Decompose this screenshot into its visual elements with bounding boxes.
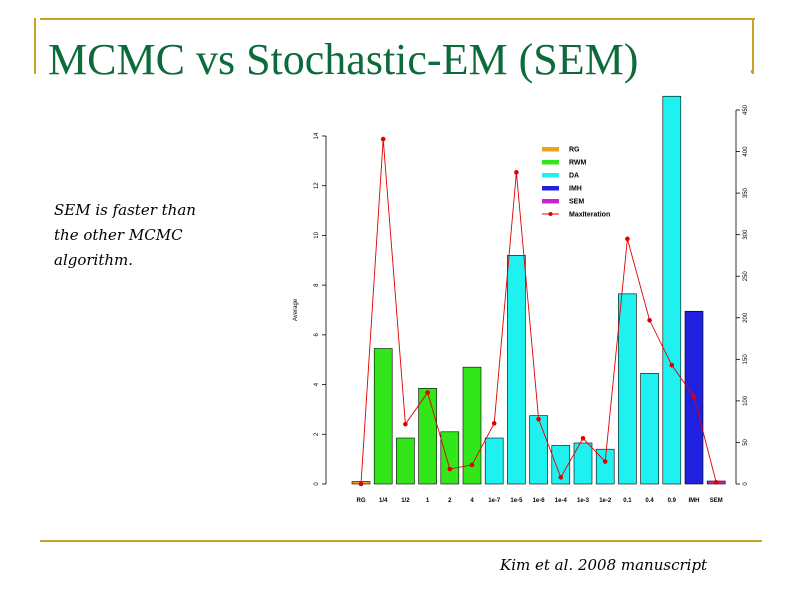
top-rule — [40, 18, 755, 20]
title-dot — [751, 70, 754, 73]
bar-4 — [462, 366, 482, 485]
title-left-bar — [34, 18, 36, 74]
y-tick-label: 14 — [314, 132, 320, 139]
slide-title: MCMC vs Stochastic-EM (SEM) — [48, 35, 639, 84]
y2-tick-label: 250 — [743, 271, 749, 282]
bar-1-4 — [373, 348, 393, 485]
y2-tick-label: 450 — [743, 104, 749, 115]
legend-swatch — [542, 186, 559, 191]
y-axis-label: Average — [293, 298, 299, 321]
line-point — [647, 317, 652, 323]
bar-1e-3 — [573, 442, 593, 485]
bar-0-4 — [640, 373, 659, 485]
x-tick-label: 1e-4 — [555, 498, 568, 504]
bar-2 — [440, 431, 460, 485]
legend-line-marker — [548, 212, 553, 216]
title-right-bar — [752, 18, 754, 74]
x-tick-label: 4 — [470, 498, 474, 504]
x-tick-label: 1e-7 — [488, 498, 501, 504]
y2-tick-label: 150 — [743, 354, 749, 365]
bar-0-1 — [618, 293, 637, 485]
legend-swatch — [542, 147, 559, 152]
y2-tick-label: 50 — [743, 438, 749, 445]
line-point — [669, 362, 675, 368]
bar-1e-6 — [529, 415, 548, 485]
x-tick-label: 1/4 — [379, 498, 388, 504]
x-tick-label: 1e-5 — [510, 498, 523, 504]
y2-tick-label: 350 — [743, 187, 749, 198]
x-tick-label: 1e-3 — [577, 498, 590, 504]
legend-label: SEM — [569, 199, 584, 206]
line-point — [514, 170, 519, 175]
y-tick-label: 8 — [314, 283, 320, 287]
bar-1e-4 — [551, 445, 571, 485]
bar-line-chart: 02468101214Average0501001502002503003504… — [293, 95, 749, 504]
x-tick-label: 1e-2 — [599, 498, 612, 504]
legend-label: IMH — [569, 186, 582, 193]
line-point — [358, 481, 364, 487]
line-point — [469, 462, 475, 468]
line-point — [713, 480, 719, 485]
legend-swatch — [542, 199, 559, 204]
line-point — [491, 421, 497, 426]
bar-1e-2 — [595, 448, 615, 485]
y2-tick-label: 200 — [743, 312, 749, 323]
line-point — [602, 459, 608, 464]
y2-tick-label: 300 — [743, 229, 749, 240]
citation: Kim et al. 2008 manuscript — [500, 556, 708, 574]
y-tick-label: 12 — [314, 182, 320, 189]
x-tick-label: 1 — [426, 498, 430, 504]
bar-1e-5 — [507, 255, 526, 485]
y-tick-label: 10 — [314, 231, 320, 238]
x-tick-label: 0.4 — [645, 498, 654, 504]
x-tick-label: 1e-6 — [533, 498, 546, 504]
legend-label: MaxIteration — [569, 212, 610, 219]
x-tick-label: 0.9 — [668, 498, 677, 504]
line-point — [380, 136, 386, 142]
y-tick-label: 4 — [314, 382, 320, 386]
line-point — [447, 466, 453, 472]
x-tick-label: SEM — [710, 498, 723, 504]
x-tick-label: 0.1 — [623, 498, 632, 504]
x-tick-label: 1/2 — [401, 498, 410, 504]
y-tick-label: 0 — [314, 482, 320, 486]
y-tick-label: 6 — [314, 333, 320, 337]
x-tick-label: 2 — [448, 498, 452, 504]
y2-tick-label: 0 — [743, 482, 749, 486]
side-note: SEM is faster than the other MCMC algori… — [54, 201, 196, 269]
line-point — [403, 421, 408, 427]
line-point — [580, 435, 586, 441]
bar-1-2 — [396, 437, 415, 485]
y-tick-label: 2 — [314, 432, 320, 436]
line-point — [691, 394, 697, 400]
legend-label: RG — [569, 147, 580, 154]
bar-1 — [418, 387, 437, 485]
x-tick-label: IMH — [689, 498, 700, 504]
bottom-rule — [40, 540, 762, 542]
x-tick-label: RG — [357, 498, 366, 504]
y2-tick-label: 400 — [743, 146, 749, 157]
line-point — [558, 475, 564, 480]
bar-1e-7 — [484, 437, 504, 485]
line-point — [625, 236, 630, 242]
line-point — [425, 390, 430, 395]
bar-0-9 — [662, 95, 682, 485]
legend-swatch — [542, 173, 559, 178]
y2-tick-label: 100 — [743, 395, 749, 406]
line-point — [536, 416, 541, 422]
legend-label: DA — [569, 173, 579, 180]
legend-swatch — [542, 160, 559, 165]
legend-label: RWM — [569, 160, 587, 167]
